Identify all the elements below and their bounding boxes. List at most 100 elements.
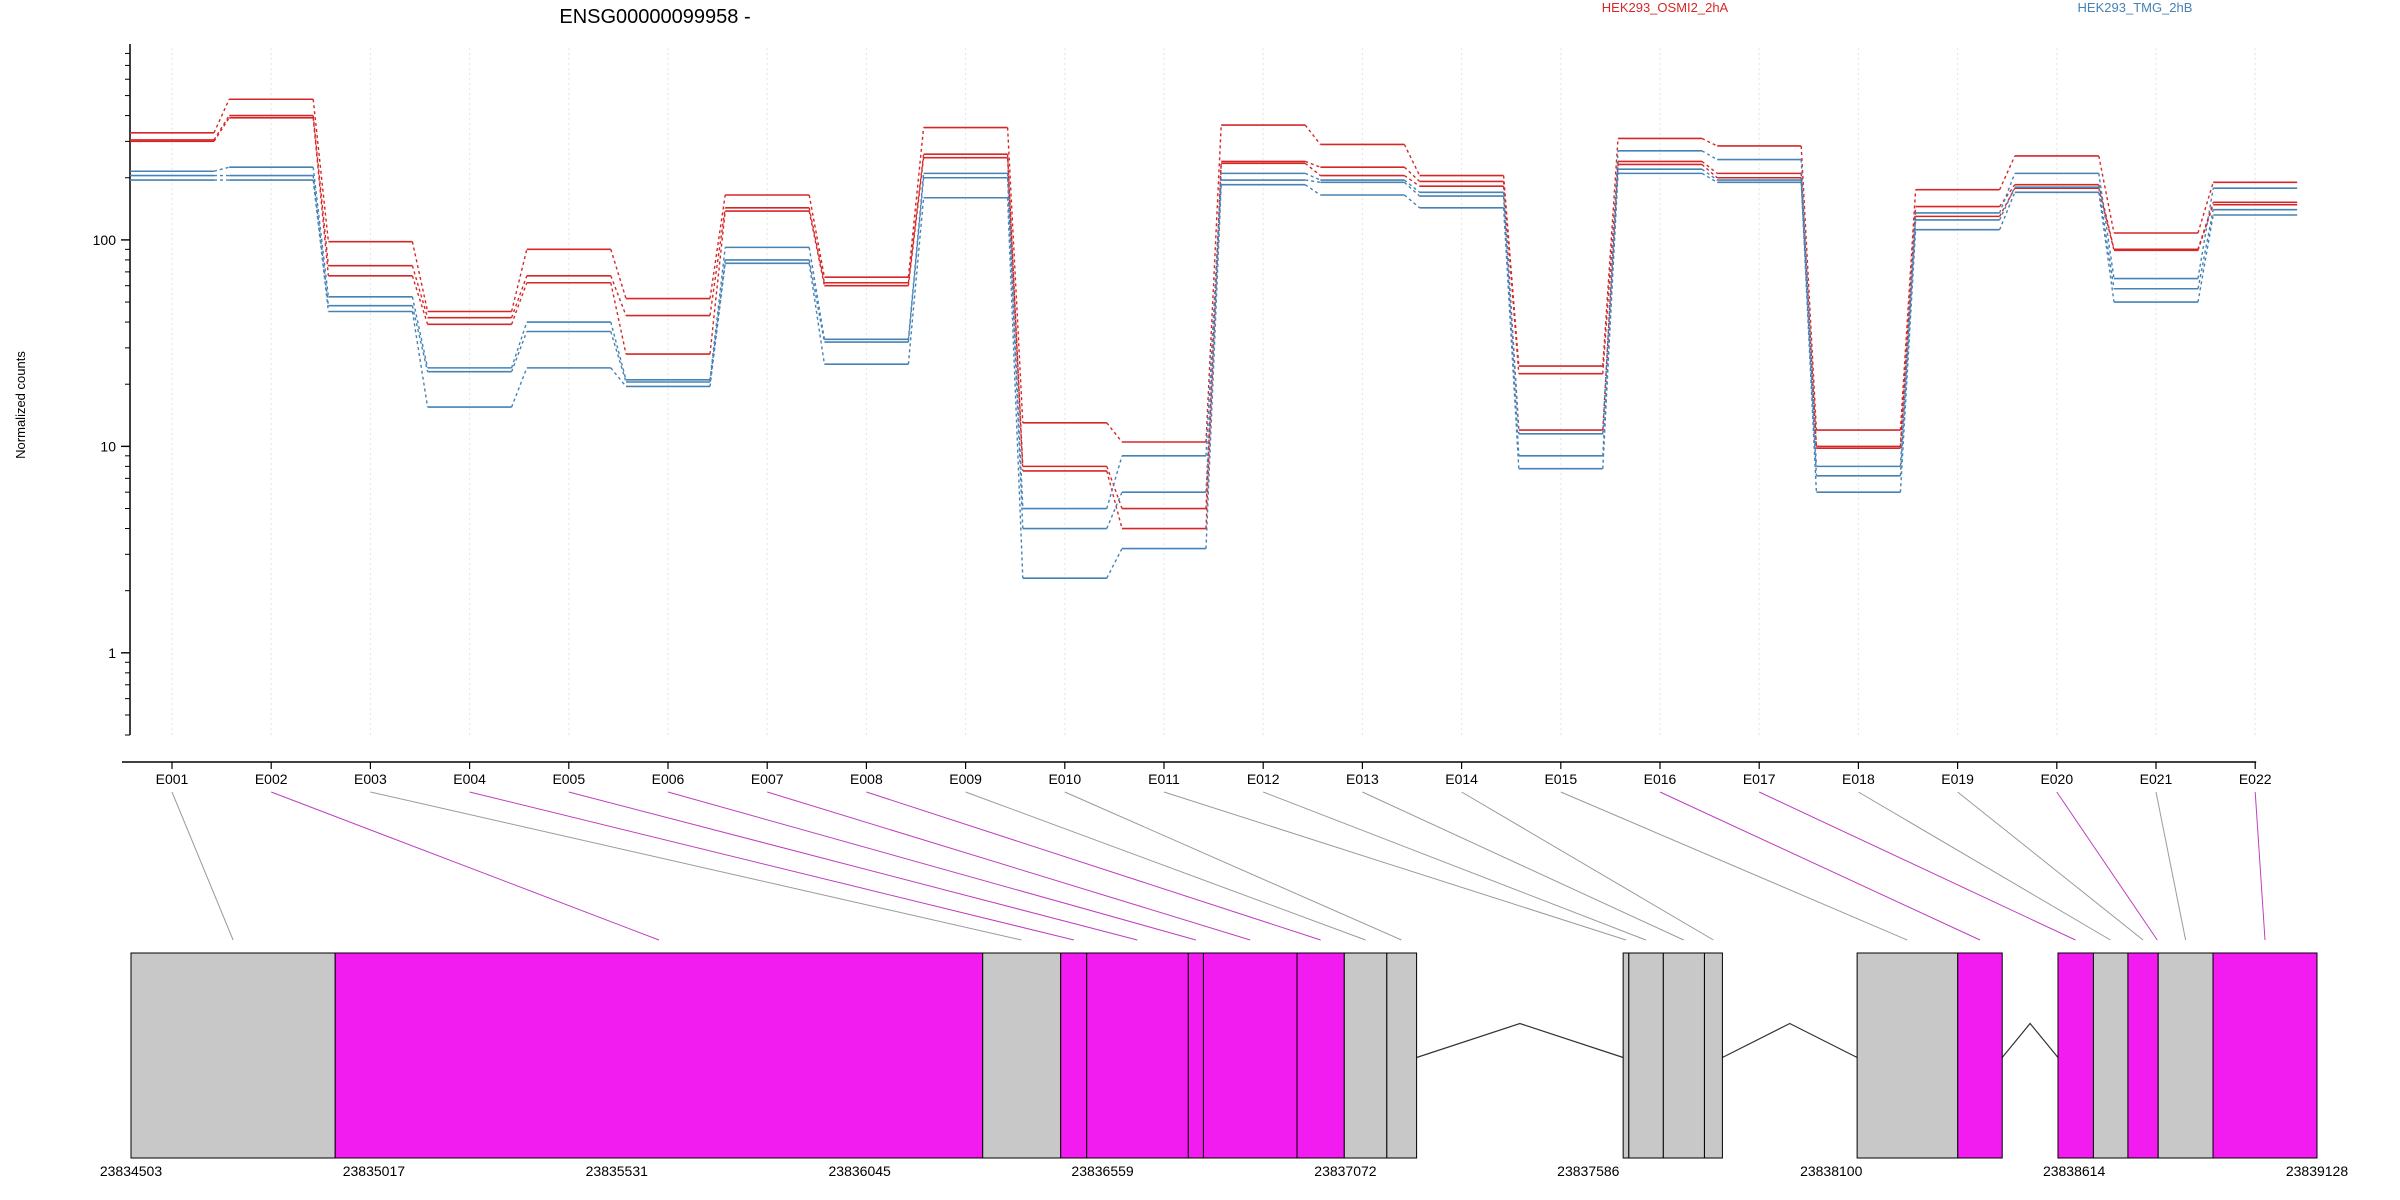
x-tick-label: E018 bbox=[1842, 771, 1875, 787]
series-connector bbox=[2098, 188, 2115, 251]
exon-box bbox=[1386, 952, 1418, 1159]
series-connector bbox=[709, 207, 726, 316]
exon-link-line bbox=[2155, 791, 2187, 941]
genomic-tick-label: 23836559 bbox=[1071, 1163, 1134, 1179]
series-connector bbox=[1304, 172, 1321, 181]
exon-link-line bbox=[866, 791, 1321, 941]
series-connector bbox=[907, 197, 925, 365]
y-axis-label: Normalized counts bbox=[13, 351, 28, 459]
series-connector bbox=[213, 166, 230, 172]
series-connector bbox=[1998, 186, 2016, 221]
x-tick-label: E012 bbox=[1247, 771, 1280, 787]
exon-box bbox=[1086, 952, 1189, 1159]
series-connector bbox=[510, 275, 528, 318]
x-tick-label: E010 bbox=[1048, 771, 1081, 787]
series-connector bbox=[1701, 172, 1718, 183]
series-connector bbox=[1106, 466, 1123, 509]
x-tick-label: E002 bbox=[255, 771, 288, 787]
series-connector bbox=[2197, 182, 2214, 234]
exon-box bbox=[334, 952, 984, 1159]
series-connector bbox=[411, 305, 429, 372]
x-tick-label: E016 bbox=[1644, 771, 1677, 787]
x-tick-label: E014 bbox=[1445, 771, 1478, 787]
series-connector bbox=[907, 173, 925, 340]
genomic-tick-label: 23837072 bbox=[1314, 1163, 1377, 1179]
exon-box bbox=[982, 952, 1062, 1159]
genomic-tick-label: 23835531 bbox=[586, 1163, 649, 1179]
series-connector bbox=[1800, 182, 1818, 493]
exon-box bbox=[2057, 952, 2094, 1159]
series-connector bbox=[1305, 179, 1321, 184]
gene-model bbox=[130, 952, 2318, 1159]
exon-box bbox=[1856, 952, 1959, 1159]
x-tick-label: E008 bbox=[850, 771, 883, 787]
exon-box bbox=[1957, 952, 2003, 1159]
genomic-tick-label: 23835017 bbox=[343, 1163, 406, 1179]
exon-link-line bbox=[1560, 791, 1908, 941]
exon-link-line bbox=[1362, 791, 1684, 941]
exon-link-line bbox=[271, 791, 660, 941]
exon-box bbox=[2127, 952, 2159, 1159]
series-connector bbox=[2197, 204, 2214, 251]
series-connector bbox=[1701, 150, 1718, 161]
x-tick-label: E015 bbox=[1544, 771, 1577, 787]
series-connector bbox=[1999, 184, 2016, 207]
chart-title: ENSG00000099958 - bbox=[559, 6, 750, 28]
series-connector bbox=[1205, 125, 1222, 443]
x-tick-label: E020 bbox=[2040, 771, 2073, 787]
series-connector bbox=[1998, 192, 2016, 230]
series-connector bbox=[1602, 173, 1619, 469]
series-connector bbox=[1006, 173, 1024, 509]
series-connector bbox=[610, 331, 627, 383]
series-connector bbox=[213, 117, 230, 142]
series-connector bbox=[1304, 124, 1321, 145]
series-connector bbox=[610, 367, 627, 387]
series-connector bbox=[312, 115, 330, 266]
series-connector bbox=[1998, 155, 2016, 191]
series-connector bbox=[1502, 192, 1520, 434]
exon-link-line bbox=[965, 791, 1366, 941]
exon-link-line bbox=[767, 791, 1251, 941]
series-connector bbox=[1899, 212, 1917, 467]
legend-label-osmi2: HEK293_OSMI2_2hA bbox=[1602, 0, 1729, 15]
series-connector bbox=[808, 194, 826, 278]
exon-box bbox=[2157, 952, 2214, 1159]
series-connector bbox=[1899, 229, 1917, 493]
exon-box bbox=[1296, 952, 1345, 1159]
series-connector bbox=[610, 249, 627, 299]
exon-link-line bbox=[1263, 791, 1647, 941]
series-connector bbox=[510, 282, 528, 325]
exon-box bbox=[1662, 952, 1705, 1159]
exon-link-line bbox=[1758, 791, 2076, 941]
series-connector bbox=[1998, 173, 2016, 214]
exon-link-lines bbox=[171, 791, 2266, 941]
series-connector bbox=[2098, 184, 2115, 250]
genomic-axis: 23834503 23835017 23835531 23836045 23836559… bbox=[100, 1163, 2349, 1179]
exon-link-line bbox=[1659, 791, 1981, 941]
series-connector bbox=[1502, 181, 1520, 374]
series-connector bbox=[808, 259, 826, 343]
intron-line bbox=[2001, 1022, 2059, 1058]
x-tick-label: E001 bbox=[156, 771, 189, 787]
series-connector bbox=[312, 179, 330, 312]
genomic-tick-label: 23834503 bbox=[100, 1163, 163, 1179]
series-connector bbox=[1006, 157, 1024, 472]
series-connector bbox=[709, 247, 726, 380]
genomic-tick-label: 23836045 bbox=[829, 1163, 892, 1179]
series-connector bbox=[312, 117, 330, 276]
series-line bbox=[130, 150, 2298, 510]
series-connector bbox=[213, 98, 230, 134]
x-tick-label: E005 bbox=[552, 771, 585, 787]
series-connector bbox=[1006, 127, 1024, 423]
series-connector bbox=[312, 167, 330, 297]
exon-link-line bbox=[568, 791, 1138, 941]
series-connector bbox=[1205, 179, 1222, 493]
series-connector bbox=[1899, 219, 1917, 476]
exon-box bbox=[130, 952, 336, 1159]
x-tick-label: E003 bbox=[354, 771, 387, 787]
exon-link-line bbox=[469, 791, 1075, 941]
x-tick-label: E019 bbox=[1941, 771, 1974, 787]
x-tick-label: E022 bbox=[2239, 771, 2272, 787]
exon-box bbox=[1628, 952, 1664, 1159]
